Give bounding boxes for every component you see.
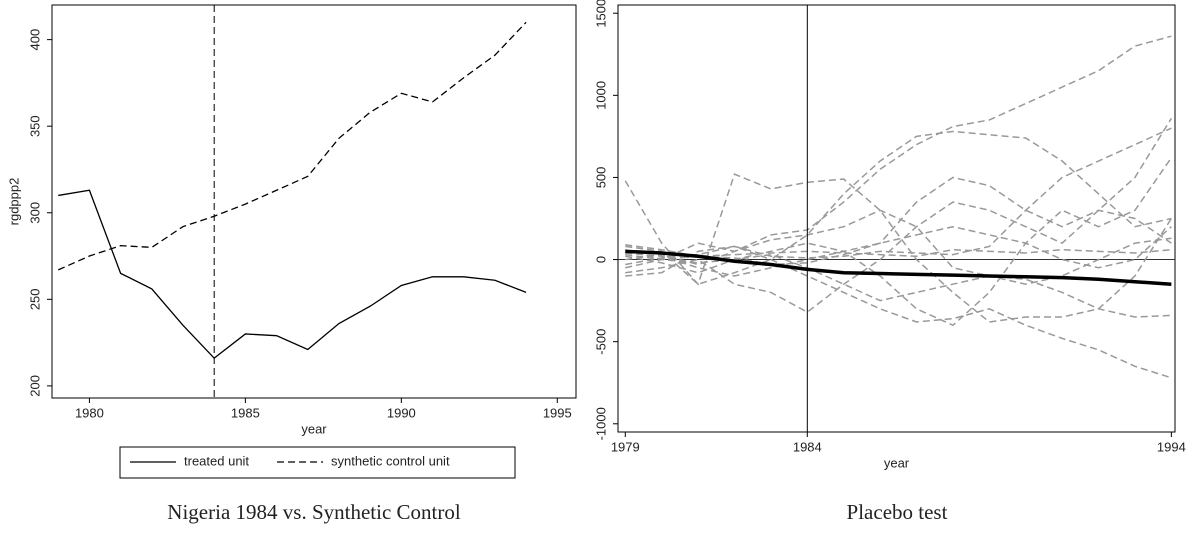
legend-label: treated unit	[184, 453, 249, 468]
caption: Nigeria 1984 vs. Synthetic Control	[167, 500, 461, 524]
y-tick-label: 500	[593, 167, 608, 189]
y-axis-label: rgdppp2	[6, 178, 21, 226]
y-tick-label: 300	[27, 202, 42, 224]
caption: Placebo test	[847, 500, 948, 524]
series-line	[625, 35, 1172, 269]
y-tick-label: -1000	[593, 407, 608, 440]
series-line	[625, 245, 1172, 379]
series-line	[625, 249, 1172, 286]
x-tick-label: 1995	[543, 405, 572, 420]
series-line	[57, 21, 527, 271]
x-axis-label: year	[884, 455, 910, 470]
y-tick-label: 200	[27, 375, 42, 397]
y-tick-label: -500	[593, 329, 608, 355]
series-line	[625, 117, 1172, 314]
x-tick-label: 1984	[793, 439, 822, 454]
series-line	[58, 189, 527, 360]
legend-box	[119, 446, 516, 479]
series-line	[625, 253, 1172, 318]
series-line	[625, 225, 1172, 277]
plot-frame	[51, 4, 577, 399]
series-line	[625, 127, 1172, 266]
series-line	[625, 157, 1172, 327]
y-tick-label: 1000	[593, 81, 608, 110]
y-tick-label: 400	[27, 29, 42, 51]
x-tick-label: 1979	[611, 439, 640, 454]
plot-frame	[617, 4, 1176, 433]
x-axis-label: year	[301, 421, 327, 436]
series-line	[625, 130, 1172, 286]
series-line	[624, 173, 1172, 323]
y-tick-label: 250	[27, 288, 42, 310]
x-tick-label: 1990	[387, 405, 416, 420]
x-tick-label: 1994	[1157, 439, 1186, 454]
x-tick-label: 1980	[75, 405, 104, 420]
x-tick-label: 1985	[231, 405, 260, 420]
y-tick-label: 350	[27, 115, 42, 137]
y-tick-label: 0	[593, 256, 608, 263]
y-tick-label: 1500	[593, 0, 608, 28]
series-line	[625, 248, 1172, 261]
legend-label: synthetic control unit	[331, 453, 450, 468]
